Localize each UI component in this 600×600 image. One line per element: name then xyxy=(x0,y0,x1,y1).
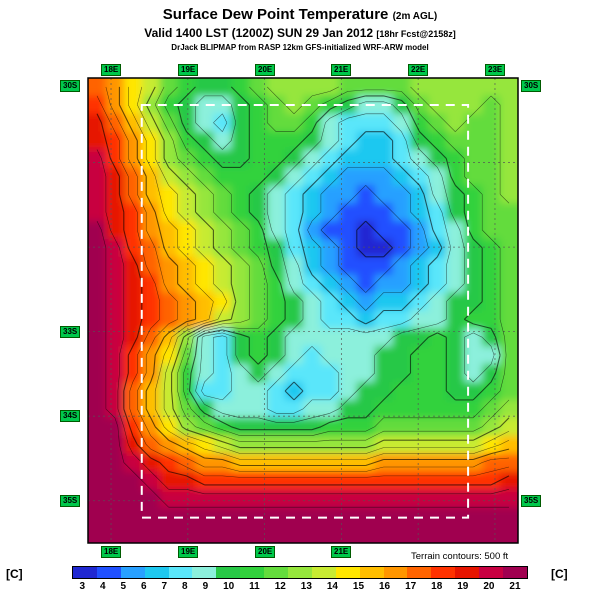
colorbar-value: 13 xyxy=(300,581,312,592)
lat-label-right: 35S xyxy=(521,495,542,507)
colorbar-cell xyxy=(335,567,360,578)
colorbar-cell xyxy=(431,567,456,578)
heatmap-layer xyxy=(88,78,518,543)
lon-label-bottom: 20E xyxy=(255,546,276,558)
lon-label-bottom: 21E xyxy=(331,546,352,558)
colorbar-value: 8 xyxy=(182,581,188,592)
colorbar-cell xyxy=(240,567,265,578)
forecast-suffix: [18hr Fcst@2158z] xyxy=(376,29,456,39)
colorbar-cell xyxy=(359,567,384,578)
colorbar-cell xyxy=(407,567,432,578)
colorbar-cell xyxy=(144,567,169,578)
colorbar-value: 16 xyxy=(379,581,391,592)
contour-layer xyxy=(96,86,510,508)
colorbar-value: 4 xyxy=(99,581,106,592)
model-credit-line: DrJack BLIPMAP from RASP 12km GFS-initia… xyxy=(171,43,429,52)
colorbar-value: 3 xyxy=(79,581,86,592)
terrain-contours-note: Terrain contours: 500 ft xyxy=(411,551,509,562)
colorbar-value: 21 xyxy=(509,581,521,592)
colorbar-cell xyxy=(73,567,97,578)
colorbar-value: 10 xyxy=(223,581,235,592)
lon-label-bottom: 19E xyxy=(178,546,199,558)
colorbar-unit-left: [C] xyxy=(6,567,23,581)
lat-label-left: 35S xyxy=(60,495,81,507)
colorbar-cell xyxy=(311,567,336,578)
page-title: Surface Dew Point Temperature (2m AGL) xyxy=(0,6,600,23)
lat-label-left: 30S xyxy=(60,80,81,92)
colorbar-value: 9 xyxy=(202,581,209,592)
colorbar-value: 7 xyxy=(161,581,168,592)
lon-label-top: 18E xyxy=(101,64,122,76)
colorbar-value: 6 xyxy=(141,581,147,592)
colorbar-value: 15 xyxy=(352,581,365,592)
domain-box xyxy=(140,104,470,519)
colorbar-value: 11 xyxy=(249,581,260,592)
lon-label-top: 23E xyxy=(485,64,506,76)
valid-time-line: Valid 1400 LST (1200Z) SUN 29 Jan 2012 [… xyxy=(0,26,600,40)
map-frame xyxy=(87,77,519,544)
colorbar-values: 3 4 5 6 7 8 9 10 11 12 13 14 15 16 17 18 19 20 21 xyxy=(72,581,528,592)
colorbar-value: 17 xyxy=(405,581,417,592)
valid-time-text: Valid 1400 LST (1200Z) SUN 29 Jan 2012 xyxy=(144,26,374,40)
colorbar-cell xyxy=(288,567,312,578)
lon-label-top: 20E xyxy=(255,64,276,76)
colorbar xyxy=(72,566,528,579)
colorbar-value: 14 xyxy=(326,581,338,592)
lon-label-bottom: 18E xyxy=(101,546,122,558)
colorbar-unit-right: [C] xyxy=(551,567,568,581)
lat-label-left: 34S xyxy=(60,410,81,422)
colorbar-value: 20 xyxy=(483,581,495,592)
lon-label-top: 19E xyxy=(178,64,199,76)
colorbar-cell xyxy=(120,567,145,578)
colorbar-cell xyxy=(479,567,504,578)
colorbar-cell xyxy=(264,567,289,578)
colorbar-value: 5 xyxy=(120,581,127,592)
title-text: Surface Dew Point Temperature xyxy=(162,6,389,23)
colorbar-cell xyxy=(383,567,408,578)
lon-label-top: 22E xyxy=(408,64,429,76)
lon-label-top: 21E xyxy=(331,64,352,76)
colorbar-value: 18 xyxy=(431,581,443,592)
colorbar-cell xyxy=(216,567,241,578)
colorbar-cell xyxy=(192,567,217,578)
colorbar-cell xyxy=(168,567,193,578)
lat-label-left: 33S xyxy=(60,326,81,338)
title-suffix: (2m AGL) xyxy=(392,11,438,22)
colorbar-cell xyxy=(96,567,121,578)
colorbar-value: 19 xyxy=(457,581,469,592)
lat-label-right: 30S xyxy=(521,80,542,92)
colorbar-value: 12 xyxy=(274,581,286,592)
colorbar-cell xyxy=(455,567,480,578)
colorbar-cell xyxy=(503,567,527,578)
